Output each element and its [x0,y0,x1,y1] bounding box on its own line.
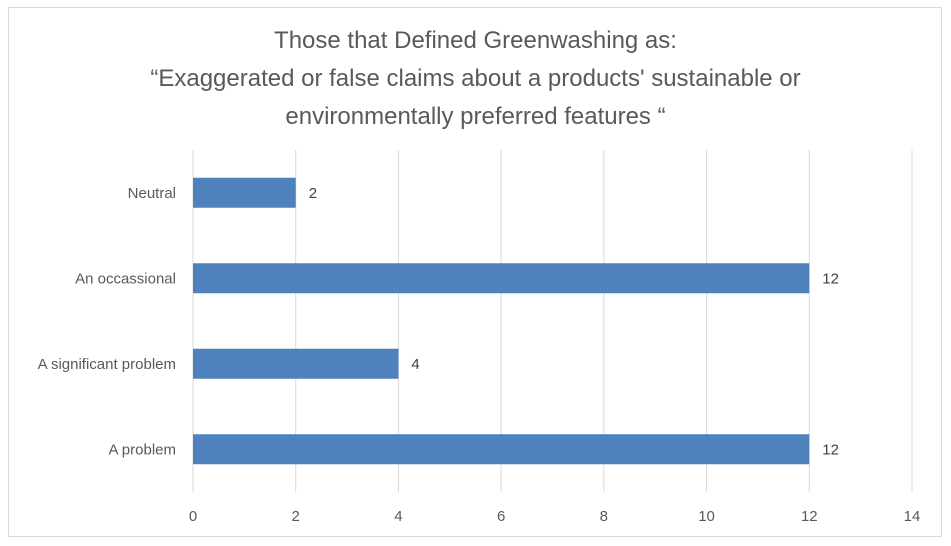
category-label-an-occassional: An occassional [75,270,176,287]
bar-an-occassional [193,263,810,294]
labels: 0 2 4 6 8 10 12 14 Neutral 2 An occassional 12 A sig… [38,185,921,525]
data-label-neutral: 2 [309,185,317,202]
bar-neutral [193,177,296,208]
x-tick-label-12: 12 [801,508,818,525]
chart-title-line-3: environmentally preferred features “ [285,103,666,130]
x-tick-label-4: 4 [394,508,402,525]
x-tick-label-0: 0 [189,508,197,525]
x-tick-label-8: 8 [600,508,608,525]
bar-a-problem [193,434,810,465]
x-tick-label-6: 6 [497,508,505,525]
category-label-neutral: Neutral [128,185,176,202]
data-label-an-occassional: 12 [822,270,839,287]
x-tick-label-2: 2 [292,508,300,525]
x-tick-label-14: 14 [904,508,921,525]
category-label-a-significant-problem: A significant problem [38,356,176,373]
data-label-a-problem: 12 [822,441,839,458]
chart-title: Those that Defined Greenwashing as: “Exa… [0,22,951,136]
x-tick-label-10: 10 [698,508,715,525]
bars [193,177,810,465]
bar-a-significant-problem [193,348,399,379]
chart-title-line-2: “Exaggerated or false claims about a pro… [150,65,801,92]
chart-title-line-1: Those that Defined Greenwashing as: [274,27,677,54]
category-label-a-problem: A problem [108,441,176,458]
data-label-a-significant-problem: 4 [411,356,419,373]
